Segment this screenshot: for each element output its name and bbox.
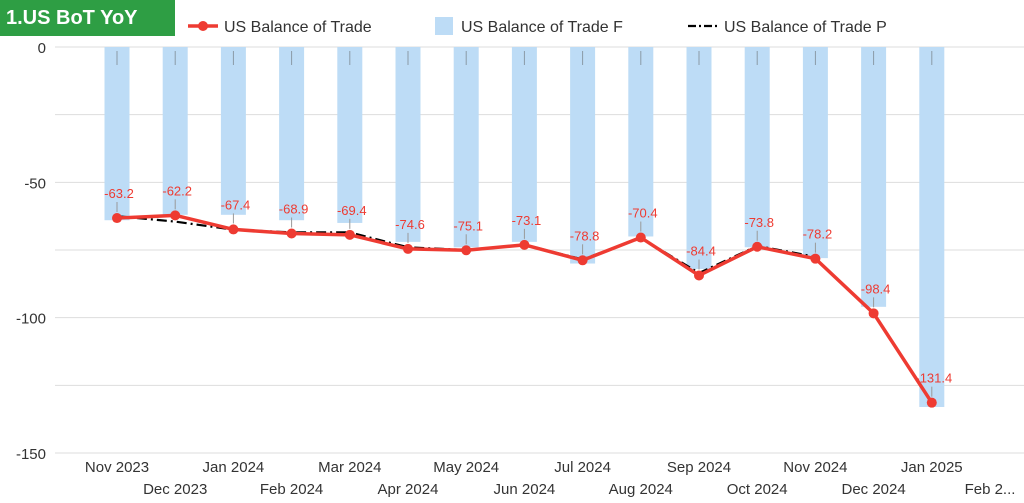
legend-label: US Balance of Trade P bbox=[724, 19, 887, 36]
data-label: -73.8 bbox=[744, 215, 774, 230]
forecast-bar bbox=[337, 47, 363, 223]
data-point bbox=[228, 224, 239, 235]
data-point bbox=[170, 210, 181, 221]
data-labels: -63.2 -62.2 -67.4 -68.9 -69.4 -74.6 -75.1 -73.1… bbox=[104, 183, 952, 397]
y-tick-label: -150 bbox=[16, 446, 46, 463]
forecast-bar bbox=[162, 47, 188, 215]
data-label: -70.4 bbox=[628, 206, 658, 221]
data-point bbox=[286, 228, 297, 239]
chart-title-tag: 1.US BoT YoY bbox=[0, 0, 175, 36]
legend-marker bbox=[198, 21, 208, 31]
data-point bbox=[926, 397, 937, 408]
x-tick-label: Feb 2024 bbox=[260, 481, 323, 498]
forecast-bar bbox=[511, 47, 537, 242]
gridlines bbox=[55, 46, 1024, 454]
forecast-bar bbox=[395, 47, 421, 242]
x-tick-label: Feb 2... bbox=[965, 481, 1016, 498]
data-point bbox=[461, 245, 472, 256]
data-label: -75.1 bbox=[453, 218, 483, 233]
data-point bbox=[112, 213, 122, 224]
x-axis: Nov 2023 Dec 2023 Jan 2024 Feb 2024 Mar 2024… bbox=[85, 459, 1016, 498]
legend-label: US Balance of Trade bbox=[224, 19, 372, 36]
data-point bbox=[577, 255, 588, 266]
data-point bbox=[868, 308, 879, 319]
x-tick-label: Dec 2023 bbox=[143, 481, 207, 498]
forecast-bar bbox=[861, 47, 887, 307]
data-point bbox=[519, 239, 530, 250]
x-tick-label: Dec 2024 bbox=[841, 481, 905, 498]
data-point bbox=[635, 232, 646, 243]
x-tick-label: Jul 2024 bbox=[554, 459, 611, 476]
x-tick-label: Nov 2024 bbox=[783, 459, 847, 476]
forecast-bar bbox=[744, 47, 770, 248]
forecast-bar bbox=[686, 47, 712, 269]
series-lines bbox=[112, 210, 937, 408]
data-point bbox=[752, 241, 763, 252]
y-tick-label: 0 bbox=[38, 40, 46, 57]
data-label: -67.4 bbox=[221, 197, 251, 212]
x-tick-label: Jan 2025 bbox=[901, 459, 963, 476]
forecast-bar bbox=[453, 47, 479, 248]
x-tick-label: Oct 2024 bbox=[727, 481, 788, 498]
x-tick-label: Aug 2024 bbox=[609, 481, 673, 498]
forecast-bar bbox=[220, 47, 246, 215]
x-tick-label: Mar 2024 bbox=[318, 459, 381, 476]
data-label: -131.4 bbox=[915, 371, 952, 386]
data-point bbox=[694, 270, 704, 281]
data-label: -68.9 bbox=[279, 201, 309, 216]
data-label: -73.1 bbox=[512, 213, 542, 228]
x-tick-label: Apr 2024 bbox=[378, 481, 439, 498]
data-label: -78.2 bbox=[803, 227, 833, 242]
data-point bbox=[344, 229, 355, 240]
data-point bbox=[810, 253, 821, 264]
legend-bar-swatch bbox=[435, 17, 453, 35]
y-axis: 0 -50 -100 -150 bbox=[16, 40, 46, 463]
data-point bbox=[403, 243, 413, 254]
x-tick-label: May 2024 bbox=[433, 459, 499, 476]
data-label: -78.8 bbox=[570, 228, 600, 243]
forecast-bar bbox=[570, 47, 596, 264]
y-tick-label: -100 bbox=[16, 311, 46, 328]
x-tick-label: Sep 2024 bbox=[667, 459, 731, 476]
data-label: -98.4 bbox=[861, 281, 891, 296]
x-tick-label: Jun 2024 bbox=[494, 481, 556, 498]
data-label: -63.2 bbox=[104, 186, 134, 201]
data-label: -84.4 bbox=[686, 243, 716, 258]
forecast-bar bbox=[802, 47, 828, 259]
legend-label: US Balance of Trade F bbox=[461, 19, 623, 36]
forecast-bar bbox=[628, 47, 654, 237]
forecast-bar bbox=[919, 47, 945, 407]
data-label: -74.6 bbox=[395, 217, 425, 232]
forecast-bars bbox=[104, 47, 945, 407]
data-label: -62.2 bbox=[162, 183, 192, 198]
y-tick-label: -50 bbox=[24, 175, 46, 192]
forecast-bar bbox=[279, 47, 305, 221]
data-label: -69.4 bbox=[337, 203, 367, 218]
x-tick-label: Nov 2023 bbox=[85, 459, 149, 476]
x-tick-label: Jan 2024 bbox=[203, 459, 265, 476]
forecast-bar bbox=[104, 47, 130, 221]
legend: US Balance of Trade US Balance of Trade F… bbox=[188, 17, 887, 36]
